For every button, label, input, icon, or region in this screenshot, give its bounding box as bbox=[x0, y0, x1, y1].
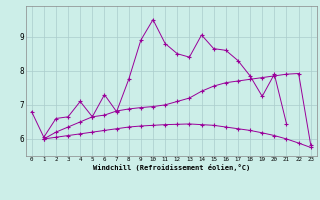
X-axis label: Windchill (Refroidissement éolien,°C): Windchill (Refroidissement éolien,°C) bbox=[92, 164, 250, 171]
